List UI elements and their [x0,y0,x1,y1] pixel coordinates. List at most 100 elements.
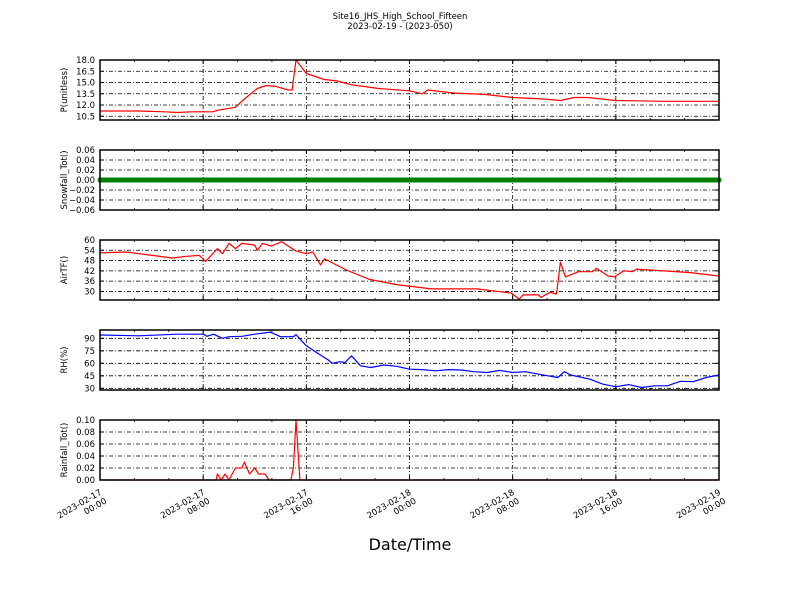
data-marker [150,177,154,183]
data-marker [104,177,108,183]
data-marker [425,177,429,183]
data-marker [427,177,431,183]
y-axis-label: AirTF() [60,256,70,284]
data-marker [139,177,143,183]
data-marker [526,177,530,183]
data-marker [339,177,343,183]
data-marker [517,177,521,183]
data-marker [227,177,231,183]
data-marker [186,177,190,183]
data-marker [244,177,248,183]
data-marker [577,177,581,183]
data-marker [268,177,272,183]
data-marker [304,177,308,183]
data-marker [257,177,261,183]
data-marker [162,177,166,183]
data-marker [715,177,719,183]
data-marker [590,177,594,183]
data-marker [476,177,480,183]
data-marker [201,177,205,183]
data-marker [236,177,240,183]
data-marker [214,177,218,183]
data-marker [470,177,474,183]
data-marker [612,177,616,183]
data-marker [620,177,624,183]
data-marker [193,177,197,183]
data-marker [433,177,437,183]
data-marker [221,177,225,183]
data-marker [369,177,373,183]
y-axis-label: P(unitless) [60,68,70,113]
data-marker [102,177,106,183]
data-marker [653,177,657,183]
data-marker [124,177,128,183]
data-marker [657,177,661,183]
data-marker [481,177,485,183]
data-marker [423,177,427,183]
y-tick-label: 15.0 [76,79,95,89]
y-axis-label: RH(%) [60,346,70,373]
data-marker [693,177,697,183]
data-marker [319,177,323,183]
data-marker [560,177,564,183]
data-marker [337,177,341,183]
data-marker [472,177,476,183]
y-tick-label: 10.5 [76,112,95,122]
data-marker [418,177,422,183]
data-marker [188,177,192,183]
data-marker [670,177,674,183]
data-marker [506,177,510,183]
y-tick-label: 16.5 [76,67,95,77]
data-marker [388,177,392,183]
data-marker [584,177,588,183]
data-marker [362,177,366,183]
data-marker [238,177,242,183]
data-marker [683,177,687,183]
data-marker [354,177,358,183]
data-marker [665,177,669,183]
data-marker [126,177,130,183]
data-marker [349,177,353,183]
y-tick-label: 45 [84,372,95,382]
chart-title: Site16_JHS_High_School_Fifteen [333,12,468,22]
data-marker [298,177,302,183]
y-tick-label: 0.02 [76,166,95,176]
data-marker [291,177,295,183]
data-marker [397,177,401,183]
data-marker [640,177,644,183]
data-marker [461,177,465,183]
data-marker [135,177,139,183]
y-tick-label: 36 [84,277,95,287]
axes-frame [99,149,720,211]
data-marker [266,177,270,183]
data-marker [524,177,528,183]
data-marker [330,177,334,183]
data-marker [668,177,672,183]
data-marker [711,177,715,183]
data-marker [180,177,184,183]
data-marker [274,177,278,183]
data-marker [345,177,349,183]
y-tick-label: 12.0 [76,101,95,111]
data-marker [631,177,635,183]
data-marker [541,177,545,183]
data-marker [373,177,377,183]
data-marker [704,177,708,183]
data-marker [173,177,177,183]
data-marker [322,177,326,183]
data-marker [459,177,463,183]
data-marker [107,177,111,183]
data-marker [487,177,491,183]
data-marker [622,177,626,183]
data-marker [384,177,388,183]
data-marker [642,177,646,183]
data-marker [594,177,598,183]
data-marker [453,177,457,183]
data-marker [276,177,280,183]
data-marker [532,177,536,183]
y-tick-label: 54 [84,246,95,256]
data-marker [246,177,250,183]
y-axis-label: Rainfall_Tot() [60,423,70,478]
data-marker [147,177,151,183]
